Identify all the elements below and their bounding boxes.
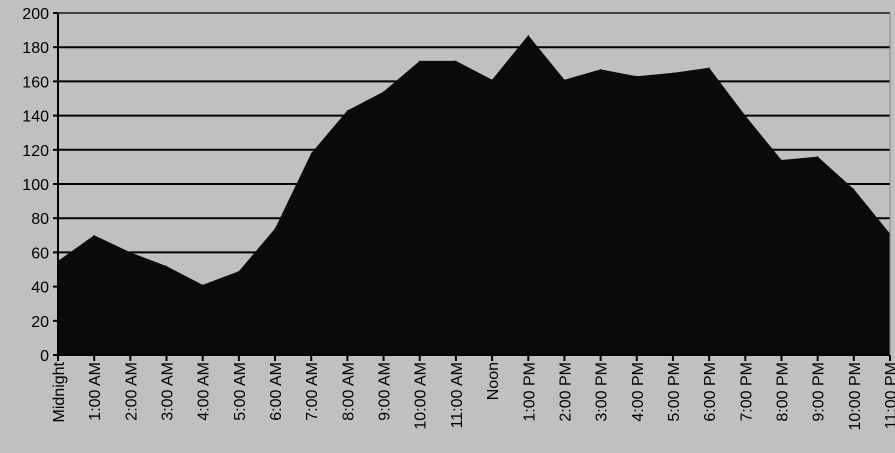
y-tick-label-80: 80 <box>31 211 49 228</box>
data-point-18 <box>708 67 710 69</box>
area-series <box>57 34 891 355</box>
data-point-15 <box>600 68 602 70</box>
data-point-20 <box>780 159 782 161</box>
x-tick-label-20: 8:00 PM <box>774 362 791 422</box>
data-point-16 <box>636 75 638 77</box>
x-tick-label-9: 9:00 AM <box>377 362 394 421</box>
x-tick-label-8: 8:00 AM <box>340 362 357 421</box>
x-tick-label-19: 7:00 PM <box>738 362 755 422</box>
data-point-4 <box>202 284 204 286</box>
x-tick-label-3: 3:00 AM <box>160 362 177 421</box>
y-tick-label-100: 100 <box>22 177 49 194</box>
x-tick-label-23: 11:00 PM <box>883 362 895 429</box>
x-tick-label-22: 10:00 PM <box>847 362 864 430</box>
y-tick-label-140: 140 <box>22 109 49 126</box>
y-tick-label-180: 180 <box>22 40 49 57</box>
x-tick-label-4: 4:00 AM <box>196 362 213 421</box>
x-tick-label-12: Noon <box>485 362 502 400</box>
x-tick-label-16: 4:00 PM <box>630 362 647 422</box>
data-point-21 <box>817 156 819 158</box>
x-tick-label-18: 6:00 PM <box>702 362 719 422</box>
x-tick-label-0: Midnight <box>51 361 68 422</box>
data-point-6 <box>274 227 276 229</box>
data-point-19 <box>744 115 746 117</box>
y-tick-label-20: 20 <box>31 314 49 331</box>
data-point-8 <box>346 109 348 111</box>
y-tick-labels: 0 20 40 60 80 100 120 140 160 180 200 <box>22 6 49 365</box>
x-tick-label-15: 3:00 PM <box>594 362 611 422</box>
y-tick-label-60: 60 <box>31 245 49 262</box>
x-tick-label-7: 7:00 AM <box>304 362 321 421</box>
data-point-12 <box>491 79 493 81</box>
x-tick-label-11: 11:00 AM <box>449 362 466 428</box>
y-tick-label-160: 160 <box>22 74 49 91</box>
data-point-14 <box>563 79 565 81</box>
x-tick-label-21: 9:00 PM <box>811 362 828 422</box>
x-tick-label-6: 6:00 AM <box>268 362 285 421</box>
axes <box>53 12 891 361</box>
x-tick-label-2: 2:00 AM <box>123 362 140 421</box>
y-tick-label-200: 200 <box>22 6 49 23</box>
y-tick-label-120: 120 <box>22 143 49 160</box>
data-point-2 <box>129 251 131 253</box>
x-tick-label-17: 5:00 PM <box>666 362 683 422</box>
data-point-17 <box>672 72 674 74</box>
y-tick-label-40: 40 <box>31 280 49 297</box>
x-tick-labels: Midnight 1:00 AM 2:00 AM 3:00 AM 4:00 AM 5:00… <box>51 361 895 430</box>
data-point-13 <box>527 34 529 36</box>
x-tick-label-5: 5:00 AM <box>232 362 249 421</box>
data-point-5 <box>238 270 240 272</box>
x-tick-label-1: 1:00 AM <box>87 362 104 421</box>
x-tick-label-10: 10:00 AM <box>413 362 430 430</box>
data-point-7 <box>310 152 312 154</box>
data-point-3 <box>166 265 168 267</box>
data-point-1 <box>93 234 95 236</box>
x-tick-label-13: 1:00 PM <box>521 362 538 422</box>
area-fill <box>58 35 890 355</box>
data-point-11 <box>455 60 457 62</box>
data-point-9 <box>383 91 385 93</box>
y-tick-label-0: 0 <box>40 348 49 365</box>
data-point-22 <box>853 188 855 190</box>
data-point-10 <box>419 60 421 62</box>
x-tick-label-14: 2:00 PM <box>557 362 574 422</box>
